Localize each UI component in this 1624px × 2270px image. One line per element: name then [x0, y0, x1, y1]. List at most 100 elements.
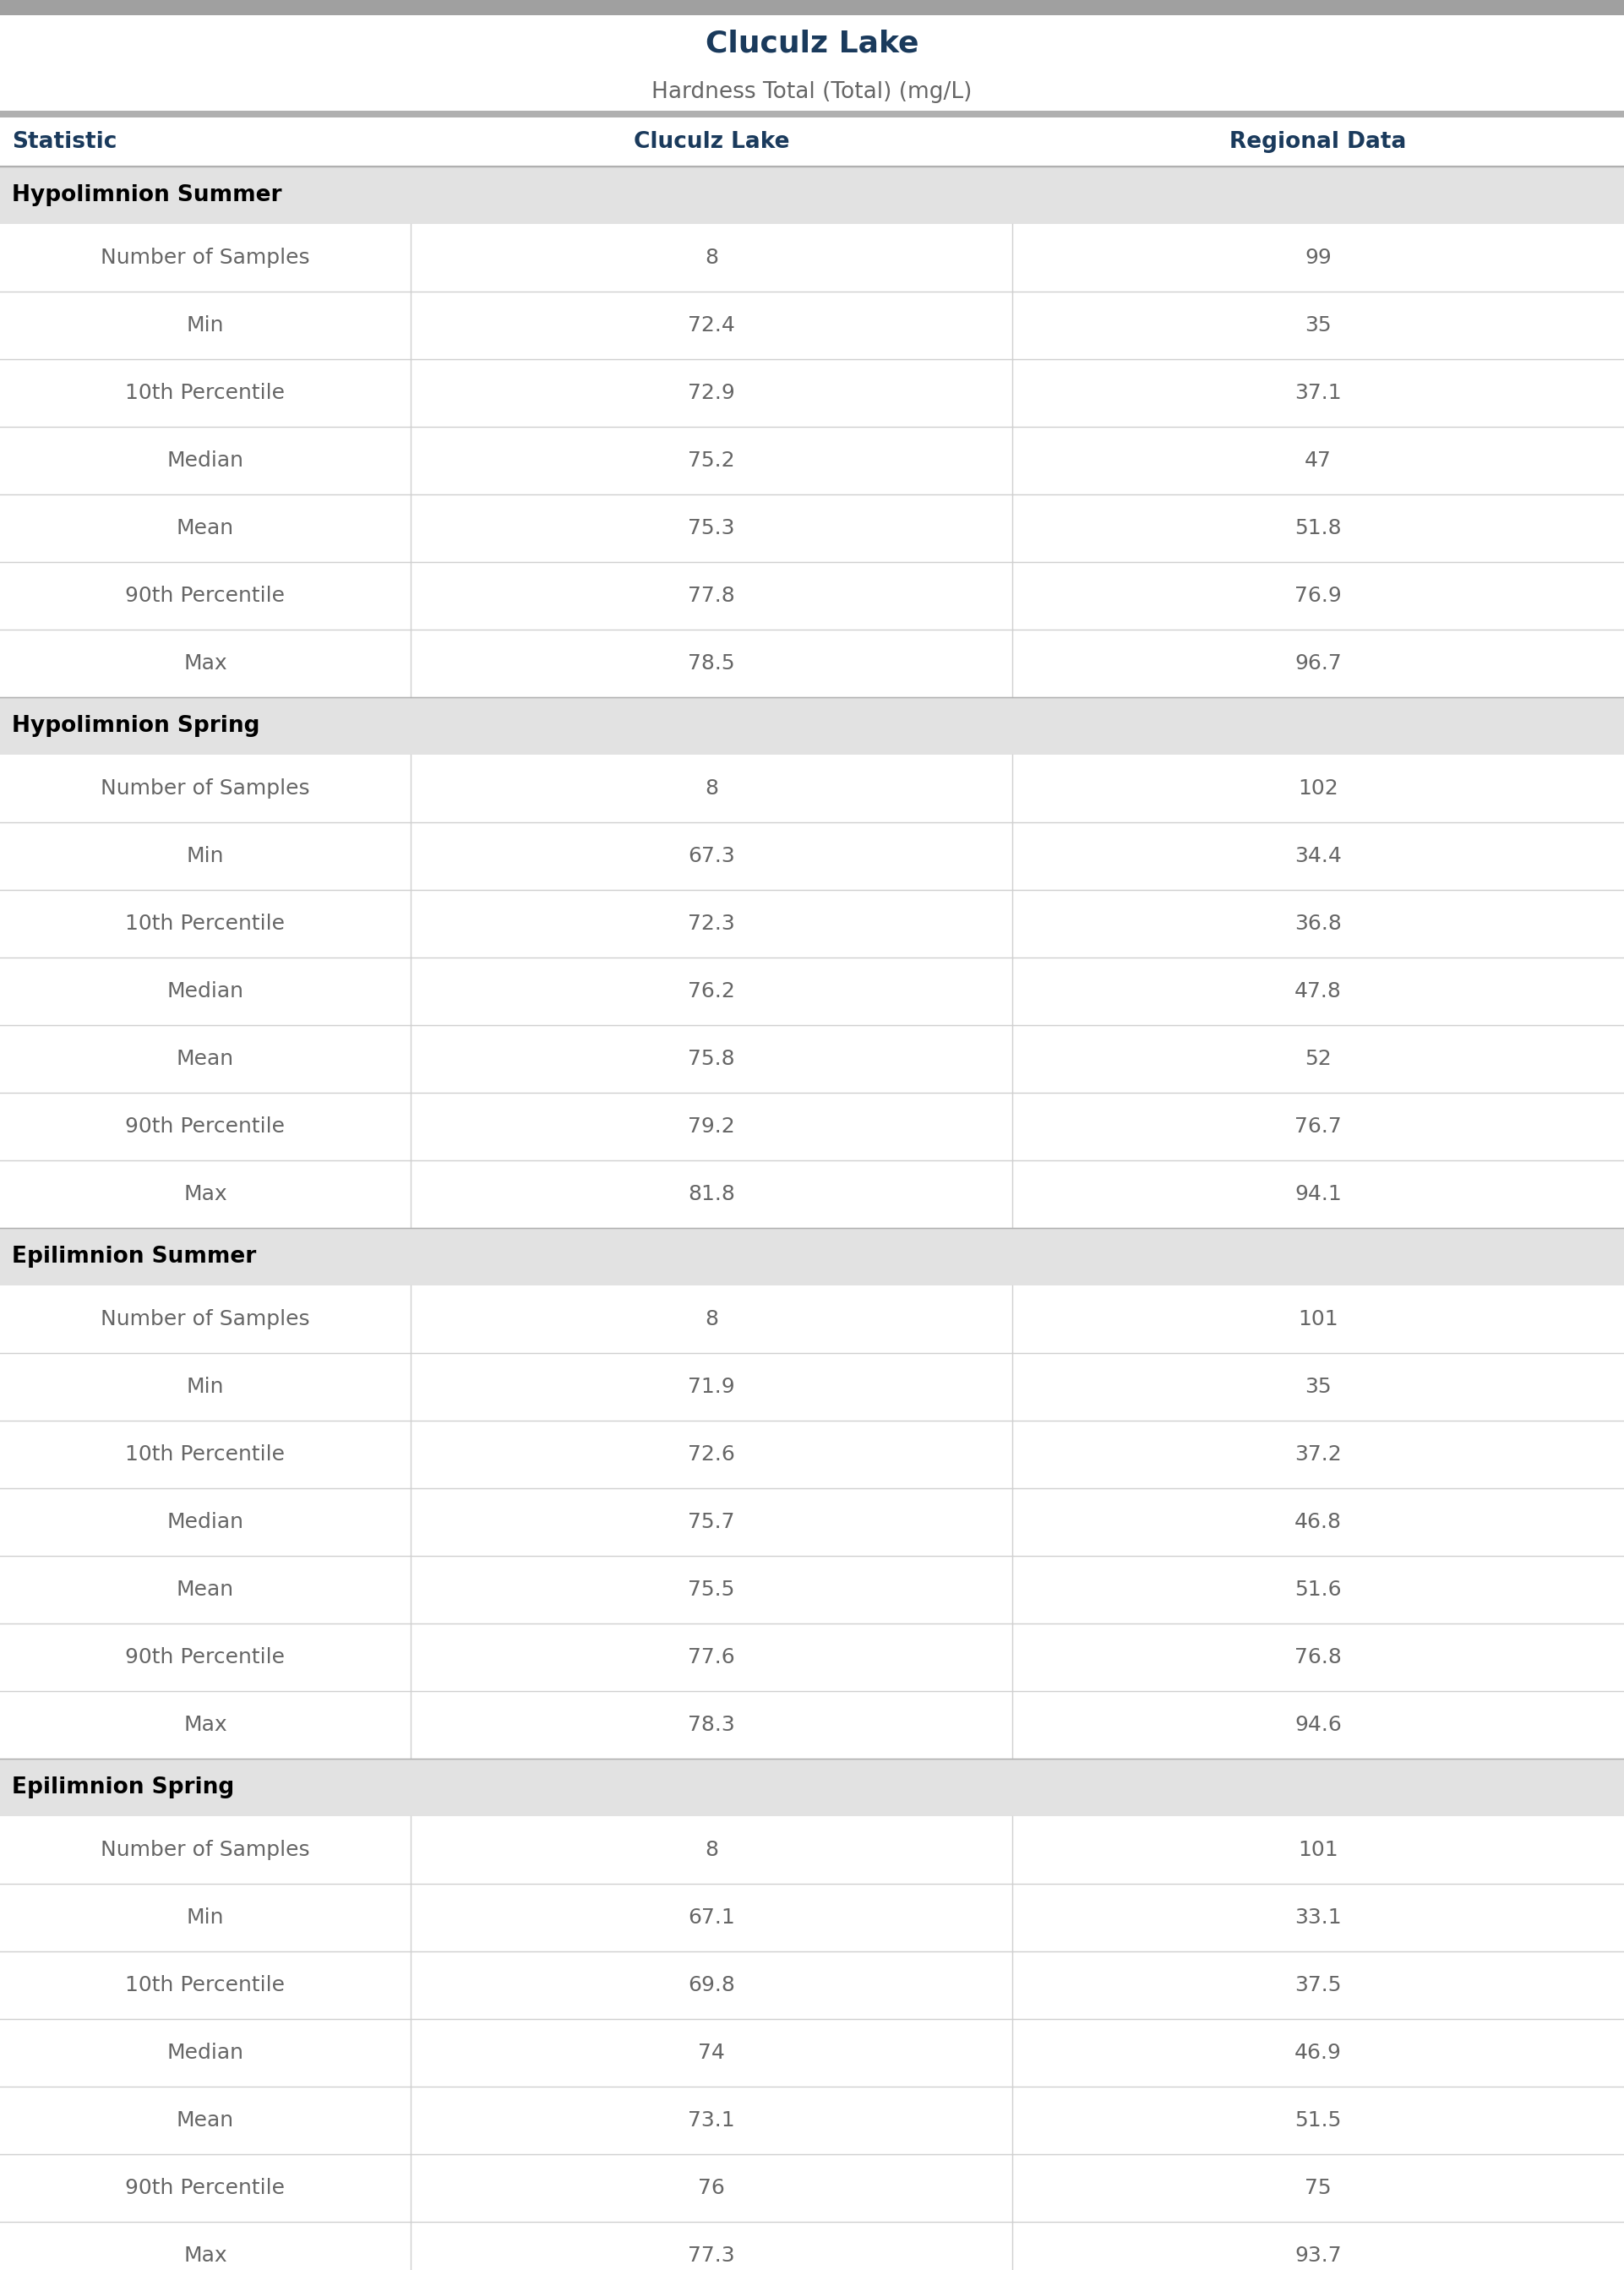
- Bar: [0, 225, 1624, 291]
- Text: Mean: Mean: [177, 518, 234, 538]
- Bar: [0, 118, 1624, 166]
- Text: 72.3: 72.3: [689, 913, 736, 933]
- Text: Mean: Mean: [177, 1580, 234, 1600]
- Text: Min: Min: [187, 316, 224, 336]
- Text: 75: 75: [1304, 2177, 1332, 2197]
- Bar: [0, 1160, 1624, 1228]
- Bar: [0, 1623, 1624, 1691]
- Text: 51.5: 51.5: [1294, 2111, 1341, 2132]
- Bar: [0, 958, 1624, 1026]
- Text: 101: 101: [1298, 1839, 1338, 1859]
- Text: 8: 8: [705, 247, 718, 268]
- Text: Number of Samples: Number of Samples: [101, 247, 310, 268]
- Text: 78.3: 78.3: [689, 1714, 736, 1734]
- Text: 90th Percentile: 90th Percentile: [125, 1117, 286, 1137]
- Text: 37.2: 37.2: [1294, 1444, 1341, 1464]
- Bar: [0, 0, 1624, 16]
- Text: 99: 99: [1304, 247, 1332, 268]
- Text: 90th Percentile: 90th Percentile: [125, 586, 286, 606]
- Text: Min: Min: [187, 847, 224, 867]
- Bar: [0, 1759, 1624, 1816]
- Text: 90th Percentile: 90th Percentile: [125, 2177, 286, 2197]
- Text: 37.1: 37.1: [1294, 384, 1341, 404]
- Text: Mean: Mean: [177, 1049, 234, 1069]
- Text: Hypolimnion Spring: Hypolimnion Spring: [11, 715, 260, 738]
- Text: 35: 35: [1304, 1376, 1332, 1396]
- Text: Max: Max: [184, 2245, 227, 2265]
- Bar: [0, 1026, 1624, 1092]
- Text: 76: 76: [698, 2177, 724, 2197]
- Text: 75.2: 75.2: [689, 449, 736, 470]
- Bar: [0, 697, 1624, 754]
- Text: Number of Samples: Number of Samples: [101, 1839, 310, 1859]
- Text: 75.8: 75.8: [689, 1049, 736, 1069]
- Bar: [0, 359, 1624, 427]
- Text: 75.7: 75.7: [689, 1512, 736, 1532]
- Text: 67.1: 67.1: [689, 1907, 736, 1927]
- Text: 52: 52: [1304, 1049, 1332, 1069]
- Text: Epilimnion Summer: Epilimnion Summer: [11, 1246, 257, 1267]
- Text: Number of Samples: Number of Samples: [101, 1310, 310, 1330]
- Text: Regional Data: Regional Data: [1229, 132, 1406, 152]
- Text: 77.3: 77.3: [689, 2245, 736, 2265]
- Text: 69.8: 69.8: [689, 1975, 736, 1995]
- Bar: [0, 1421, 1624, 1489]
- Text: Min: Min: [187, 1376, 224, 1396]
- Text: 75.5: 75.5: [689, 1580, 734, 1600]
- Text: 77.6: 77.6: [689, 1648, 736, 1668]
- Text: Statistic: Statistic: [11, 132, 117, 152]
- Text: 76.8: 76.8: [1294, 1648, 1341, 1668]
- Text: 46.9: 46.9: [1294, 2043, 1341, 2063]
- Text: 73.1: 73.1: [689, 2111, 736, 2132]
- Text: 72.9: 72.9: [689, 384, 736, 404]
- Text: Mean: Mean: [177, 2111, 234, 2132]
- Text: Median: Median: [167, 2043, 244, 2063]
- Text: 72.6: 72.6: [689, 1444, 736, 1464]
- Bar: [0, 73, 1624, 111]
- Text: 8: 8: [705, 1839, 718, 1859]
- Text: 94.6: 94.6: [1294, 1714, 1341, 1734]
- Text: 93.7: 93.7: [1294, 2245, 1341, 2265]
- Text: 10th Percentile: 10th Percentile: [125, 1444, 286, 1464]
- Bar: [0, 111, 1624, 118]
- Text: 47: 47: [1304, 449, 1332, 470]
- Text: 33.1: 33.1: [1294, 1907, 1341, 1927]
- Bar: [0, 2086, 1624, 2154]
- Bar: [0, 1884, 1624, 1952]
- Text: 96.7: 96.7: [1294, 654, 1341, 674]
- Text: Max: Max: [184, 654, 227, 674]
- Bar: [0, 1285, 1624, 1353]
- Text: 75.3: 75.3: [689, 518, 736, 538]
- Text: 10th Percentile: 10th Percentile: [125, 913, 286, 933]
- Text: 77.8: 77.8: [689, 586, 736, 606]
- Text: 35: 35: [1304, 316, 1332, 336]
- Text: 47.8: 47.8: [1294, 981, 1341, 1001]
- Bar: [0, 822, 1624, 890]
- Bar: [0, 1228, 1624, 1285]
- Text: Min: Min: [187, 1907, 224, 1927]
- Bar: [0, 495, 1624, 563]
- Bar: [0, 291, 1624, 359]
- Bar: [0, 754, 1624, 822]
- Bar: [0, 427, 1624, 495]
- Text: 8: 8: [705, 779, 718, 799]
- Bar: [0, 563, 1624, 629]
- Bar: [0, 1555, 1624, 1623]
- Text: Hardness Total (Total) (mg/L): Hardness Total (Total) (mg/L): [651, 82, 973, 102]
- Bar: [0, 890, 1624, 958]
- Bar: [0, 2018, 1624, 2086]
- Text: 74: 74: [698, 2043, 724, 2063]
- Text: 51.8: 51.8: [1294, 518, 1341, 538]
- Bar: [0, 1816, 1624, 1884]
- Text: 46.8: 46.8: [1294, 1512, 1341, 1532]
- Text: 34.4: 34.4: [1294, 847, 1341, 867]
- Text: 101: 101: [1298, 1310, 1338, 1330]
- Text: 76.2: 76.2: [689, 981, 736, 1001]
- Text: 10th Percentile: 10th Percentile: [125, 1975, 286, 1995]
- Text: 37.5: 37.5: [1294, 1975, 1341, 1995]
- Text: Median: Median: [167, 1512, 244, 1532]
- Bar: [0, 2222, 1624, 2270]
- Text: 81.8: 81.8: [689, 1185, 736, 1205]
- Bar: [0, 1092, 1624, 1160]
- Text: Number of Samples: Number of Samples: [101, 779, 310, 799]
